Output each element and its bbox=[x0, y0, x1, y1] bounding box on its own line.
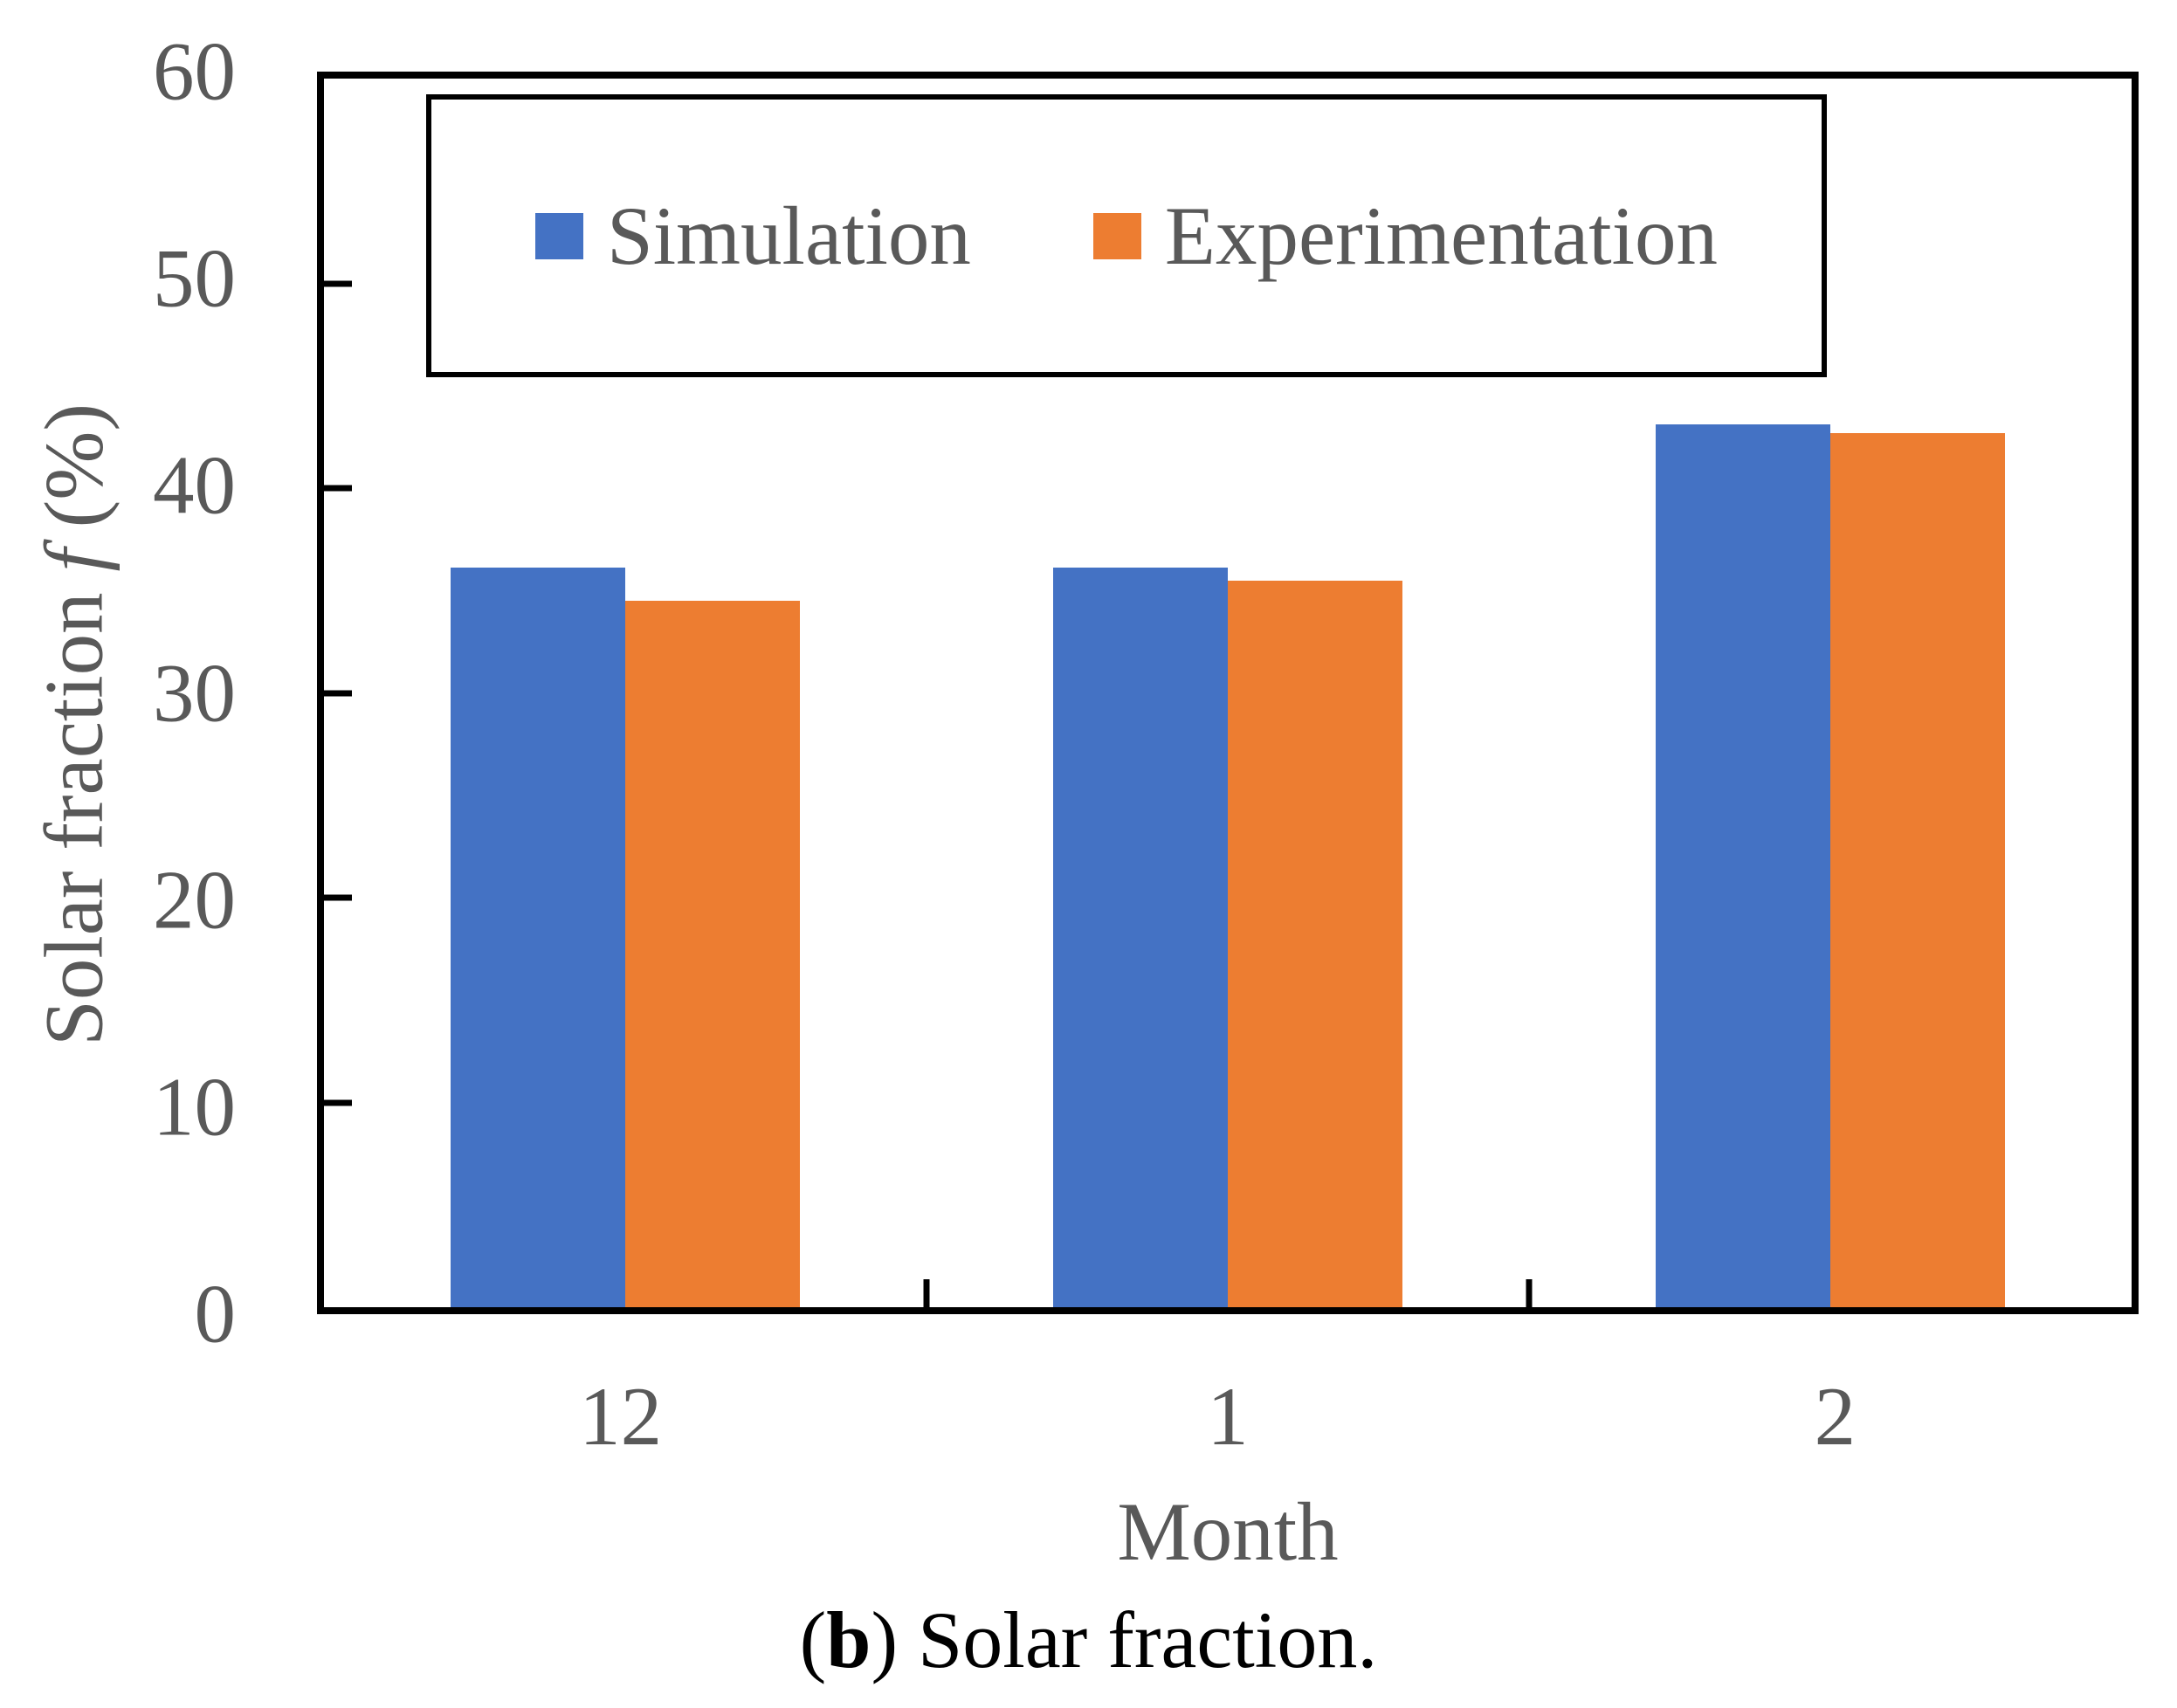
x-tick-label-2: 2 bbox=[1814, 1370, 1857, 1463]
legend-swatch-simulation bbox=[534, 212, 583, 259]
y-axis-tick-50 bbox=[324, 280, 352, 286]
bar-simulation-month-1 bbox=[1052, 568, 1228, 1307]
y-tick-label-30: 30 bbox=[153, 646, 236, 739]
caption-text: ) Solar fraction. bbox=[871, 1595, 1378, 1684]
figure-caption: (b) Solar fraction. bbox=[0, 1595, 2177, 1684]
legend-item-experimentation: Experimentation bbox=[1092, 189, 1719, 282]
y-axis-tick-10 bbox=[324, 1099, 352, 1105]
y-tick-label-10: 10 bbox=[153, 1060, 236, 1154]
x-tick-label-1: 1 bbox=[1207, 1370, 1249, 1463]
bar-experimentation-month-2 bbox=[1830, 432, 2006, 1307]
legend-label-experimentation: Experimentation bbox=[1164, 189, 1719, 282]
y-tick-label-50: 50 bbox=[153, 231, 236, 325]
y-tick-label-20: 20 bbox=[153, 853, 236, 947]
legend-label-simulation: Simulation bbox=[606, 189, 971, 282]
x-axis-tick-labels: 12 1 2 bbox=[317, 1375, 2139, 1480]
caption-subfigure-letter: b bbox=[826, 1595, 871, 1684]
category-cell-1 bbox=[927, 79, 1529, 1307]
y-tick-label-40: 40 bbox=[153, 438, 236, 532]
y-axis-tick-labels: 0 10 20 30 40 50 60 bbox=[0, 30, 236, 1355]
category-cell-2 bbox=[1529, 79, 2132, 1307]
x-axis-title: Month bbox=[1117, 1485, 1339, 1578]
y-tick-label-60: 60 bbox=[153, 24, 236, 118]
category-boundary-tick bbox=[923, 1279, 930, 1307]
y-tick-label-0: 0 bbox=[194, 1267, 237, 1360]
x-tick-label-12: 12 bbox=[579, 1370, 663, 1463]
category-cell-12 bbox=[324, 79, 927, 1307]
bar-simulation-month-2 bbox=[1655, 424, 1830, 1307]
bar-simulation-month-12 bbox=[450, 568, 625, 1307]
y-axis-tick-40 bbox=[324, 485, 352, 492]
y-axis-tick-20 bbox=[324, 894, 352, 901]
category-boundary-tick bbox=[1526, 1279, 1533, 1307]
caption-paren-open: ( bbox=[799, 1595, 827, 1684]
legend: Simulation Experimentation bbox=[426, 94, 1827, 377]
bar-experimentation-month-1 bbox=[1228, 580, 1403, 1307]
legend-swatch-experimentation bbox=[1092, 212, 1141, 259]
legend-item-simulation: Simulation bbox=[534, 189, 971, 282]
y-axis-tick-30 bbox=[324, 690, 352, 696]
bar-experimentation-month-12 bbox=[625, 600, 801, 1307]
